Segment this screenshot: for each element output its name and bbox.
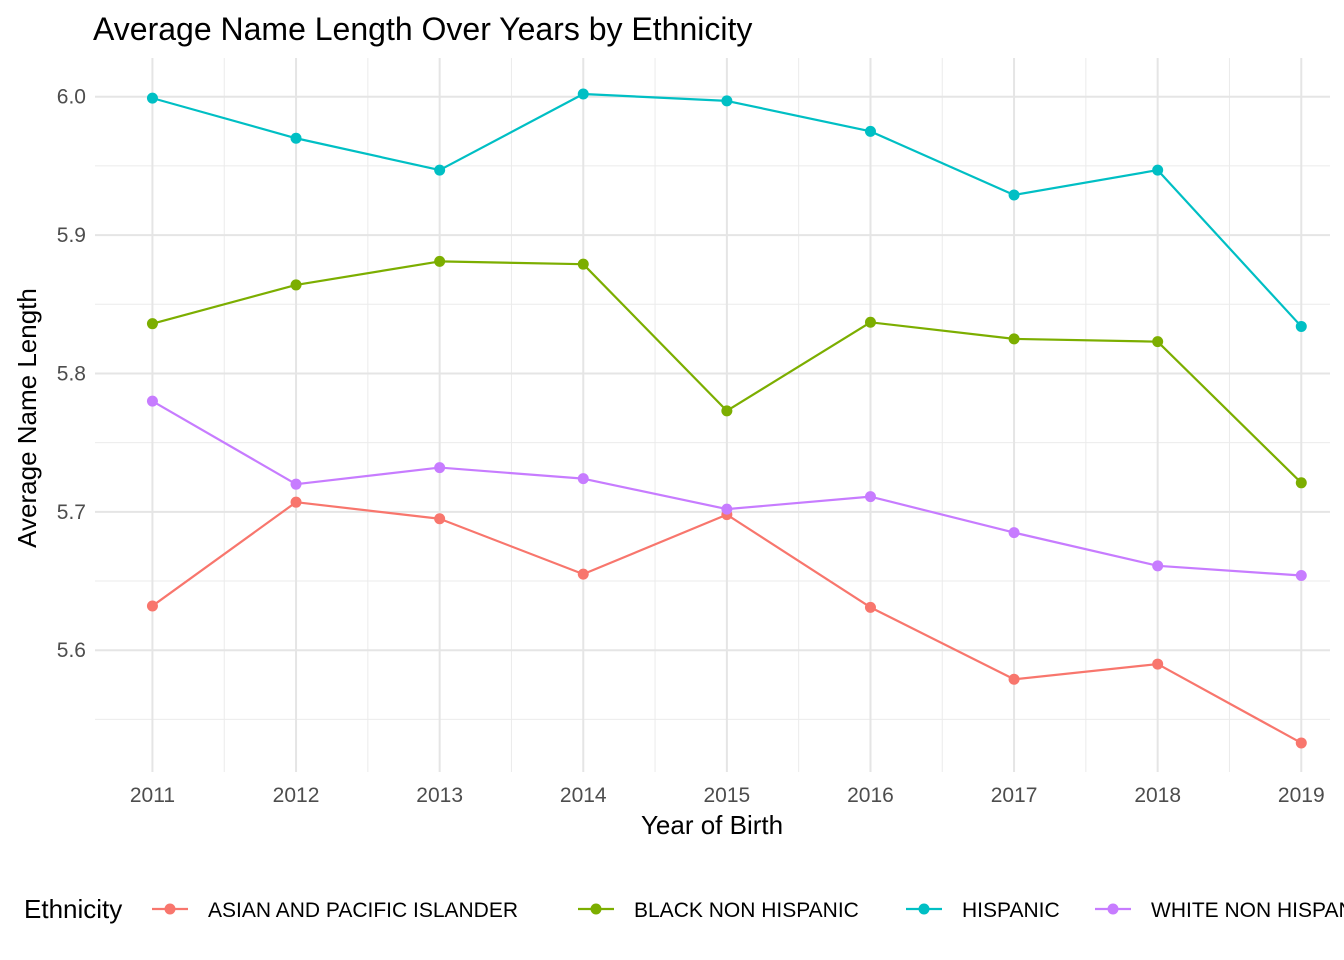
data-point	[577, 88, 589, 100]
legend-label: WHITE NON HISPANIC	[1151, 899, 1344, 922]
y-tick-label: 5.7	[57, 501, 86, 524]
data-point	[1295, 477, 1307, 489]
data-point	[146, 318, 158, 330]
data-point	[290, 279, 302, 291]
data-point	[1152, 336, 1164, 348]
data-point	[1008, 333, 1020, 345]
data-point	[434, 255, 446, 267]
data-point	[1295, 320, 1307, 332]
data-point	[434, 462, 446, 474]
data-point	[721, 95, 733, 107]
data-point	[146, 600, 158, 612]
series	[146, 255, 1307, 489]
data-point	[434, 164, 446, 176]
data-point	[721, 503, 733, 515]
legend-label: HISPANIC	[962, 899, 1060, 922]
legend-key-point	[918, 903, 930, 915]
data-point	[577, 473, 589, 485]
legend-key-point	[164, 903, 176, 915]
legend-item: WHITE NON HISPANIC	[1095, 899, 1344, 922]
series	[146, 395, 1307, 582]
data-point	[146, 92, 158, 104]
data-point	[721, 405, 733, 417]
x-tick-label: 2016	[847, 784, 894, 807]
data-point	[577, 568, 589, 580]
legend-item: ASIAN AND PACIFIC ISLANDER	[152, 899, 518, 922]
data-point	[864, 125, 876, 137]
data-point	[1295, 570, 1307, 582]
data-point	[290, 478, 302, 490]
x-axis-title: Year of Birth	[641, 810, 783, 840]
y-tick-label: 5.6	[57, 639, 86, 662]
data-point	[1008, 673, 1020, 685]
data-point	[864, 491, 876, 503]
x-tick-label: 2017	[991, 784, 1038, 807]
legend-item: BLACK NON HISPANIC	[578, 899, 859, 922]
x-tick-label: 2019	[1278, 784, 1325, 807]
data-point	[434, 513, 446, 525]
data-point	[290, 496, 302, 508]
series	[146, 88, 1307, 332]
series-layer	[146, 88, 1307, 749]
y-tick-label: 6.0	[57, 86, 86, 109]
data-point	[1008, 189, 1020, 201]
chart-title: Average Name Length Over Years by Ethnic…	[93, 11, 752, 47]
y-axis-ticks: 5.6 5.7 5.8 5.9 6.0	[57, 86, 86, 662]
x-axis-ticks: 2011 2012 2013 2014 2015 2016 2017 2018 2019	[130, 784, 1325, 807]
x-tick-label: 2014	[560, 784, 607, 807]
series	[146, 496, 1307, 749]
data-point	[146, 395, 158, 407]
x-tick-label: 2013	[416, 784, 463, 807]
data-point	[864, 316, 876, 328]
data-point	[1008, 527, 1020, 539]
legend-items: ASIAN AND PACIFIC ISLANDER BLACK NON HISP…	[152, 899, 1344, 922]
y-tick-label: 5.9	[57, 224, 86, 247]
legend-label: ASIAN AND PACIFIC ISLANDER	[208, 899, 518, 922]
y-tick-label: 5.8	[57, 362, 86, 385]
x-tick-label: 2011	[130, 784, 175, 807]
legend-label: BLACK NON HISPANIC	[634, 899, 859, 922]
legend-key-point	[590, 903, 602, 915]
data-point	[864, 601, 876, 613]
legend-key-point	[1107, 903, 1119, 915]
x-tick-label: 2012	[273, 784, 320, 807]
data-point	[1152, 164, 1164, 176]
x-tick-label: 2018	[1134, 784, 1181, 807]
data-point	[290, 132, 302, 144]
legend-title: Ethnicity	[24, 894, 122, 924]
legend: Ethnicity ASIAN AND PACIFIC ISLANDER BLAC…	[24, 894, 1344, 924]
legend-item: HISPANIC	[906, 899, 1060, 922]
data-point	[1152, 658, 1164, 670]
x-tick-label: 2015	[704, 784, 751, 807]
data-point	[1152, 560, 1164, 572]
data-point	[577, 258, 589, 270]
y-axis-title: Average Name Length	[12, 288, 42, 548]
data-point	[1295, 737, 1307, 749]
